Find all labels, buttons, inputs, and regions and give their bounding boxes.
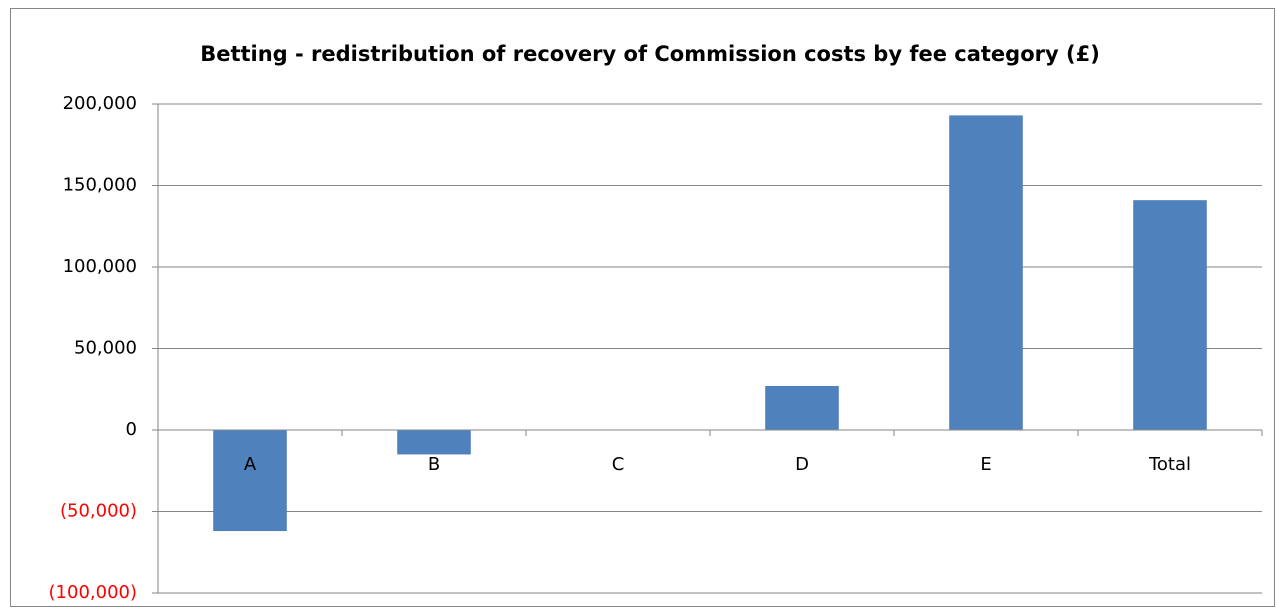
x-tick-label: Total	[1148, 454, 1191, 475]
bar	[1133, 200, 1207, 430]
y-tick-label: (50,000)	[60, 501, 137, 522]
y-tick-label: 50,000	[74, 338, 137, 359]
chart-frame	[10, 8, 1275, 607]
bar	[213, 430, 287, 532]
x-tick-label: C	[612, 454, 625, 475]
y-tick-label: 0	[126, 419, 137, 440]
x-tick-label: A	[244, 454, 257, 475]
y-tick-label: 200,000	[63, 93, 137, 114]
y-tick-label: 100,000	[63, 256, 137, 277]
x-tick-label: E	[980, 454, 991, 475]
x-tick-label: D	[795, 454, 809, 475]
bar	[397, 430, 471, 455]
chart-title: Betting - redistribution of recovery of …	[200, 42, 1100, 66]
bar	[765, 385, 839, 430]
bar	[949, 115, 1023, 430]
y-tick-label: (100,000)	[49, 582, 137, 603]
y-tick-label: 150,000	[63, 175, 137, 196]
x-tick-label: B	[428, 454, 440, 475]
